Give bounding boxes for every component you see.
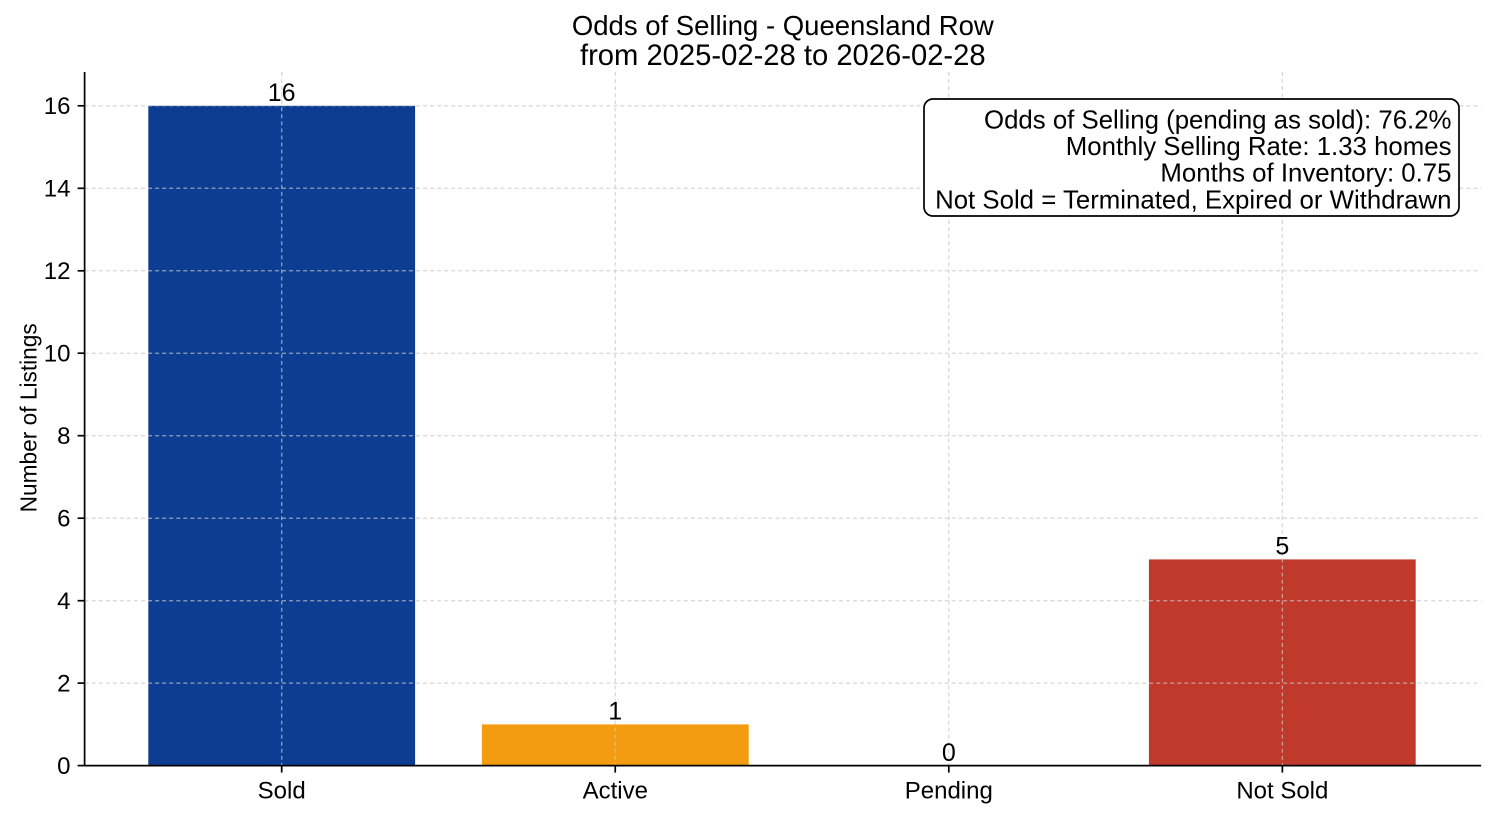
svg-text:14: 14: [44, 176, 71, 203]
svg-text:Odds of Selling - Queensland R: Odds of Selling - Queensland Row: [572, 10, 994, 41]
svg-text:2: 2: [57, 670, 70, 697]
svg-text:Active: Active: [583, 777, 648, 804]
svg-text:0: 0: [942, 739, 956, 767]
svg-text:Sold: Sold: [258, 777, 306, 804]
svg-text:6: 6: [57, 506, 70, 533]
svg-text:Months of Inventory: 0.75: Months of Inventory: 0.75: [1160, 160, 1451, 188]
svg-text:0: 0: [57, 753, 70, 780]
svg-text:16: 16: [44, 93, 71, 120]
svg-text:Odds of Selling (pending as so: Odds of Selling (pending as sold): 76.2%: [984, 106, 1452, 134]
svg-text:Monthly Selling Rate: 1.33 hom: Monthly Selling Rate: 1.33 homes: [1066, 133, 1452, 161]
svg-text:8: 8: [57, 423, 70, 450]
svg-text:Pending: Pending: [905, 777, 993, 804]
svg-text:Not Sold: Not Sold: [1236, 777, 1328, 804]
svg-text:1: 1: [608, 698, 622, 726]
svg-text:10: 10: [44, 341, 71, 368]
svg-text:5: 5: [1275, 533, 1289, 561]
svg-text:from 2025-02-28 to 2026-02-28: from 2025-02-28 to 2026-02-28: [580, 40, 986, 72]
svg-text:Not Sold = Terminated, Expired: Not Sold = Terminated, Expired or Withdr…: [935, 186, 1451, 214]
svg-text:Number of Listings: Number of Listings: [16, 323, 42, 512]
svg-text:4: 4: [57, 588, 70, 615]
svg-text:16: 16: [268, 79, 296, 107]
svg-text:12: 12: [44, 258, 71, 285]
